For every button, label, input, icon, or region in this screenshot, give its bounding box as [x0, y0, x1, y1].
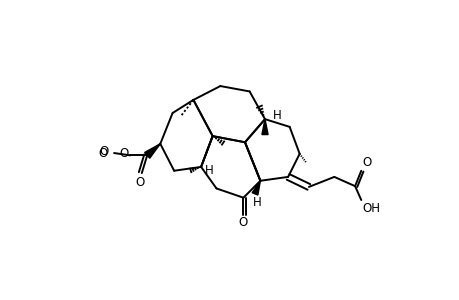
Text: O: O — [98, 146, 107, 160]
Text: H: H — [205, 164, 213, 177]
Text: O: O — [99, 145, 108, 158]
Text: OH: OH — [362, 202, 380, 214]
Polygon shape — [261, 119, 268, 135]
Text: O: O — [238, 216, 247, 229]
Polygon shape — [144, 144, 160, 158]
Text: O: O — [362, 156, 371, 169]
Text: H: H — [252, 196, 261, 209]
Text: H: H — [272, 109, 281, 122]
Text: O: O — [119, 147, 129, 160]
Text: O: O — [135, 176, 145, 189]
Polygon shape — [252, 181, 260, 195]
